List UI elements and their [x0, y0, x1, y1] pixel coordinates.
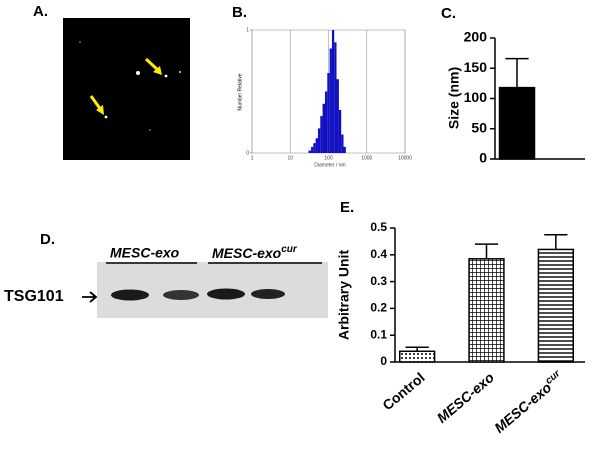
histogram-bar	[341, 134, 344, 153]
histogram-bar	[338, 109, 342, 153]
y-tick-label: 0.3	[370, 274, 387, 288]
panel-label: C.	[441, 5, 456, 22]
bar	[537, 248, 575, 363]
x-tick-label: 10	[287, 155, 293, 161]
histogram-bar	[336, 79, 339, 153]
western-blot	[97, 262, 328, 318]
histogram-bar	[343, 146, 346, 153]
y-tick-label: 0	[246, 150, 249, 156]
micrograph	[63, 18, 190, 160]
y-tick-label: 0.1	[370, 327, 387, 341]
y-tick-label: 200	[464, 29, 488, 45]
bar	[468, 258, 505, 363]
histogram-bar	[322, 103, 325, 153]
band-label: TSG101	[4, 288, 64, 305]
histogram-bar	[334, 42, 337, 153]
y-tick-label: 100	[464, 89, 488, 105]
group-label-superscript: cur	[281, 244, 298, 255]
panel-label: A.	[33, 3, 48, 20]
group-label: MESC-exo	[110, 245, 180, 261]
histogram-bar	[317, 128, 321, 153]
y-tick-label: 0.5	[370, 220, 387, 234]
x-tick-label: 10000	[398, 155, 412, 161]
histogram-bar	[324, 91, 328, 153]
x-tick-label: Control	[379, 369, 427, 413]
y-tick-label: 1	[246, 27, 249, 33]
group-label: MESC-exocur	[212, 244, 298, 261]
y-axis-label: Arbitrary Unit	[336, 250, 352, 341]
histogram-bar	[311, 146, 314, 153]
x-tick-label-text: Control	[379, 369, 427, 413]
y-tick-label: 0	[380, 354, 387, 368]
error-bar	[544, 233, 568, 250]
bar	[498, 86, 536, 160]
x-tick-label: 1	[251, 155, 254, 161]
histogram-bar	[320, 116, 323, 153]
error-bar	[505, 57, 529, 88]
histogram-bar	[313, 143, 316, 153]
x-axis-label: Diameter / nm	[314, 162, 345, 168]
x-tick-label: 100	[324, 155, 333, 161]
band-arrow	[82, 291, 98, 303]
error-bar	[474, 243, 499, 259]
bar	[399, 350, 436, 363]
y-tick-label: 50	[471, 119, 487, 135]
y-axis-label: Number Relative	[237, 73, 243, 110]
histogram-bar	[331, 30, 335, 153]
panel-label: D.	[40, 231, 55, 248]
x-tick-label-text: MESC-exo	[433, 369, 497, 426]
y-tick-label: 0.4	[370, 247, 387, 261]
x-tick-label: 1000	[361, 155, 372, 161]
histogram-bar	[327, 73, 330, 153]
y-tick-label: 150	[464, 59, 488, 75]
x-tick-label-text: MESC-exo	[491, 379, 555, 436]
x-tick-label: MESC-exocur	[490, 367, 567, 435]
panel-label: B.	[232, 4, 247, 21]
histogram-bar	[315, 138, 318, 153]
histogram-bar	[308, 150, 312, 153]
histogram-bar	[329, 48, 332, 154]
error-bar	[405, 346, 429, 352]
panel-label: E.	[340, 199, 354, 216]
group-label-text: MESC-exo	[212, 245, 282, 261]
y-tick-label: 0	[479, 150, 487, 166]
y-axis-label: Size (nm)	[446, 67, 462, 129]
y-tick-label: 0.2	[370, 301, 387, 315]
x-tick-label: MESC-exo	[433, 369, 497, 426]
